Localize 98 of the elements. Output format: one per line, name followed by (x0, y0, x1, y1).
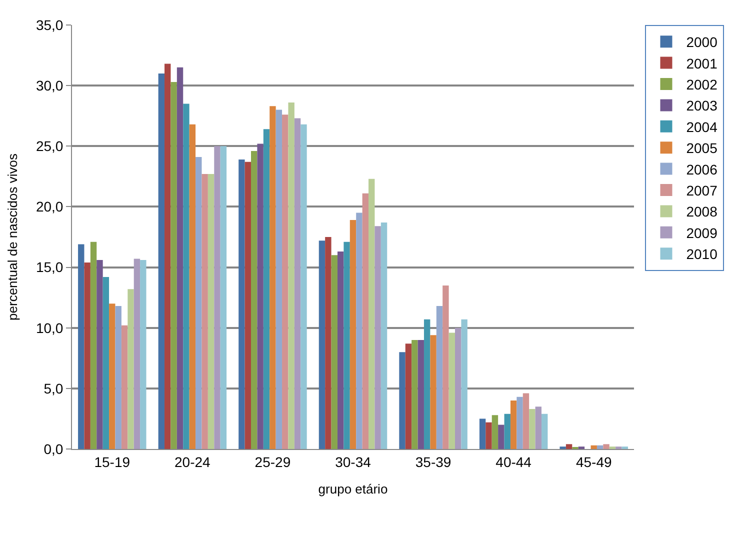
bar (140, 260, 146, 449)
bar (276, 110, 282, 449)
bar (102, 276, 110, 449)
bar (244, 162, 251, 449)
bar (448, 332, 455, 449)
bar (251, 150, 258, 449)
bar (300, 124, 307, 449)
bar (96, 260, 103, 449)
legend-label: 2008 (686, 204, 718, 220)
bar (109, 304, 116, 449)
x-tick-label: 15-19 (94, 454, 130, 470)
y-axis-title: percentual de nascidos vivos (4, 153, 20, 320)
x-tick-label: 30-34 (335, 454, 372, 470)
bar (442, 285, 449, 449)
y-tick-label: 30,0 (36, 77, 64, 94)
bar (492, 415, 498, 449)
bar (590, 445, 597, 449)
bar (412, 340, 418, 449)
bar (294, 118, 301, 449)
y-tick-label: 25,0 (36, 138, 64, 154)
bar (479, 418, 486, 449)
bar (510, 400, 517, 449)
bar (504, 414, 510, 449)
bar (350, 220, 356, 449)
bar (405, 344, 412, 449)
bar (522, 393, 530, 449)
bar (436, 306, 443, 449)
bar (257, 144, 264, 449)
bar (424, 319, 430, 449)
bar (288, 102, 294, 449)
bar (238, 159, 245, 449)
bar (337, 252, 344, 449)
legend-label: 2001 (686, 55, 718, 72)
bar (498, 424, 504, 449)
bar (158, 73, 165, 449)
bar (455, 328, 462, 449)
x-tick-label: 25-29 (254, 454, 291, 470)
legend-label: 2006 (686, 161, 718, 178)
bar (318, 240, 326, 449)
bar (84, 262, 90, 449)
bar (399, 352, 406, 449)
bar (368, 178, 375, 449)
legend-label: 2002 (686, 76, 718, 92)
bar (220, 146, 227, 449)
bar (176, 67, 184, 449)
bar (134, 258, 140, 449)
bar (344, 242, 350, 449)
bar (121, 325, 128, 449)
y-tick-label: 35,0 (36, 16, 64, 33)
bar (331, 255, 338, 449)
bar (115, 306, 122, 449)
bar (164, 64, 171, 449)
legend-label: 2003 (686, 98, 718, 114)
bar (430, 335, 436, 449)
bar (128, 289, 134, 449)
y-tick-label: 0,0 (44, 440, 64, 457)
legend-label: 2004 (686, 118, 718, 135)
bar (214, 146, 220, 449)
x-tick-label: 35-39 (415, 454, 452, 470)
bar (516, 396, 523, 449)
y-tick-label: 20,0 (36, 198, 64, 215)
bar (529, 409, 536, 449)
bar (189, 124, 196, 449)
y-tick-label: 15,0 (36, 259, 64, 276)
bar (202, 174, 208, 449)
bar (486, 422, 492, 449)
x-tick-label: 20-24 (174, 454, 211, 470)
bar (356, 212, 362, 449)
x-axis-title: grupo etário (318, 481, 388, 496)
bar (263, 129, 270, 449)
bar (380, 222, 388, 449)
x-tick-label: 40-44 (496, 454, 532, 470)
bar (196, 157, 202, 449)
bar (78, 244, 84, 449)
legend-label: 2010 (686, 246, 718, 262)
bar (325, 237, 332, 449)
y-tick-label: 10,0 (36, 320, 64, 336)
bar (541, 414, 548, 449)
bar (170, 82, 177, 449)
bar (374, 226, 381, 449)
bar (418, 340, 424, 449)
bar (535, 406, 542, 449)
bar (362, 193, 369, 449)
y-tick-label: 5,0 (44, 380, 64, 396)
bar (461, 319, 468, 449)
legend-label: 2005 (686, 140, 718, 156)
bar (270, 106, 276, 449)
legend-label: 2000 (686, 34, 718, 50)
bar (596, 445, 604, 449)
x-tick-label: 45-49 (576, 454, 612, 470)
bar (208, 174, 214, 449)
bar (566, 444, 572, 449)
legend-label: 2007 (686, 182, 718, 198)
legend-label: 2009 (686, 224, 718, 241)
bar (603, 444, 610, 449)
bar (282, 114, 288, 449)
bar (90, 242, 97, 449)
bar (183, 104, 190, 449)
